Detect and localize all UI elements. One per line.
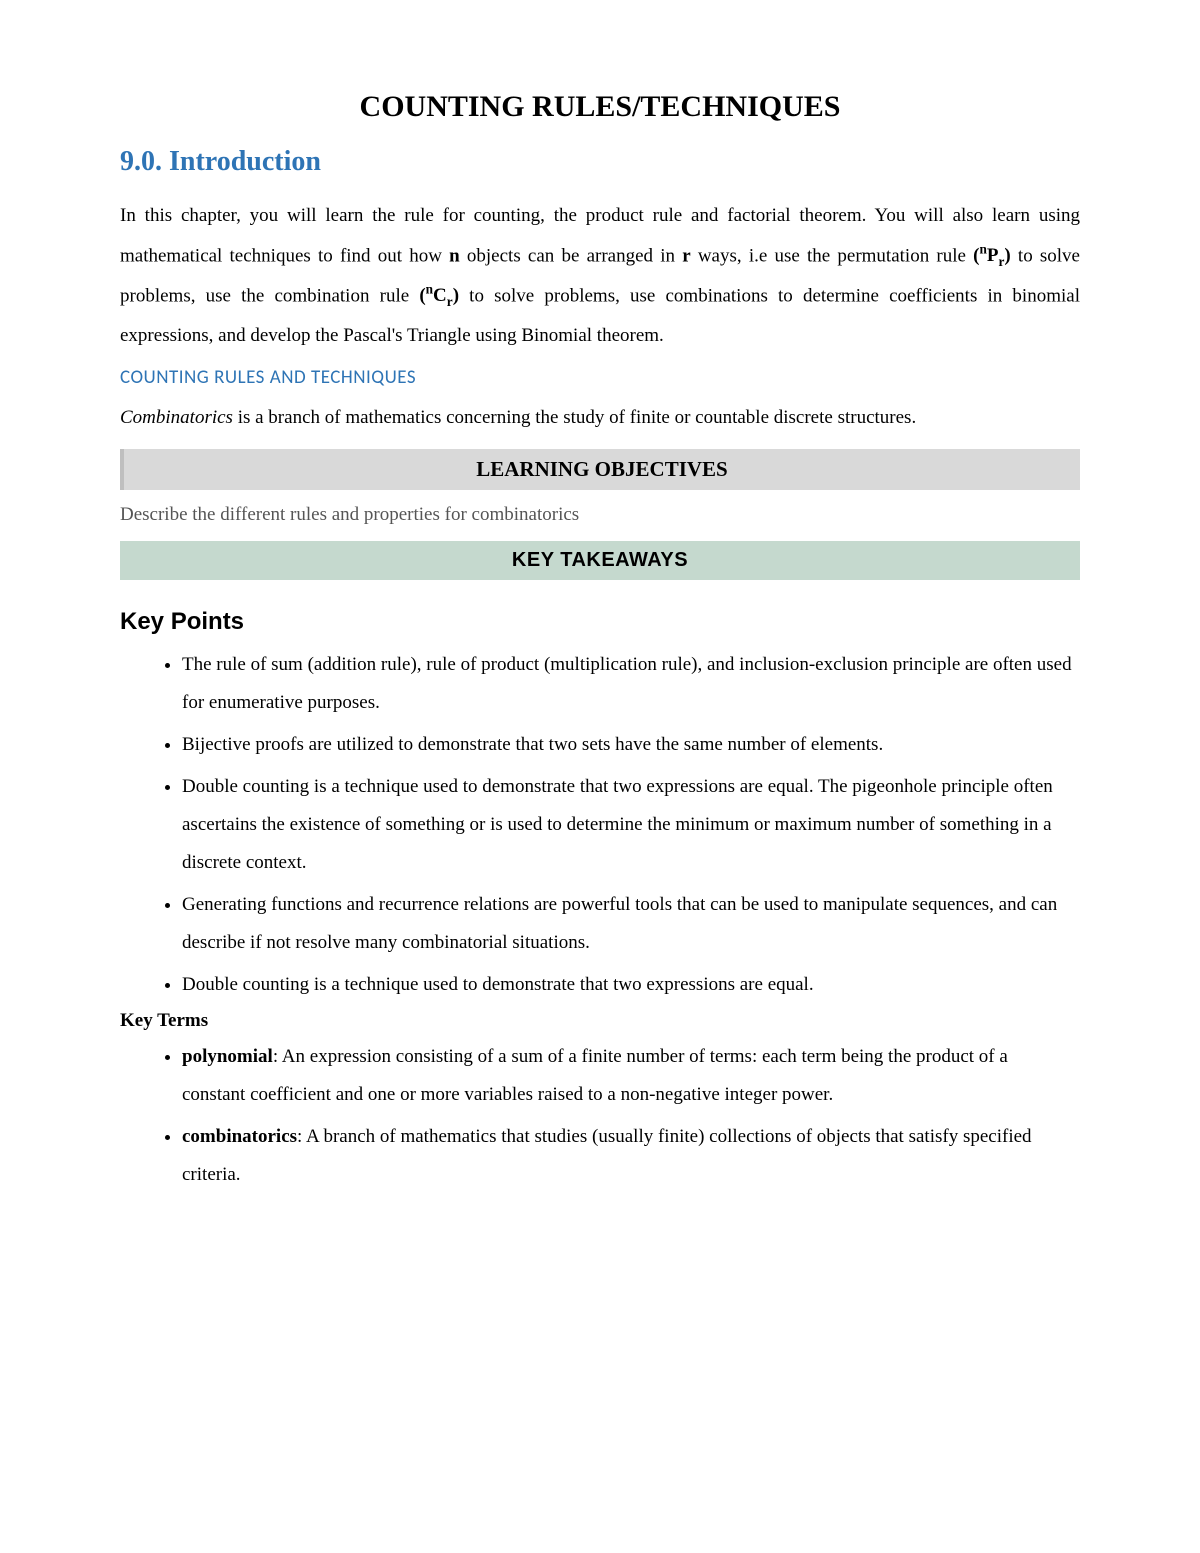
key-terms-title: Key Terms [120,1010,1080,1032]
page-title: COUNTING RULES/TECHNIQUES [120,90,1080,124]
definition-text: is a branch of mathematics concerning th… [233,407,916,428]
list-item: Bijective proofs are utilized to demonst… [182,726,1080,764]
subheading-counting-rules: COUNTING RULES AND TECHNIQUES [120,366,1080,389]
key-terms-list: polynomial: An expression consisting of … [120,1038,1080,1194]
list-item: Double counting is a technique used to d… [182,768,1080,882]
key-points-list: The rule of sum (addition rule), rule of… [120,646,1080,1004]
list-item: The rule of sum (addition rule), rule of… [182,646,1080,722]
combinatorics-definition: Combinatorics is a branch of mathematics… [120,399,1080,437]
key-takeaways-header: KEY TAKEAWAYS [120,541,1080,580]
term-combinatorics-italic: Combinatorics [120,407,233,428]
section-heading-introduction: 9.0. Introduction [120,146,1080,178]
term-name: combinatorics [182,1126,297,1147]
list-item: Double counting is a technique used to d… [182,966,1080,1004]
intro-paragraph: In this chapter, you will learn the rule… [120,196,1080,356]
learning-objectives-text: Describe the different rules and propert… [120,490,1080,540]
list-item: Generating functions and recurrence rela… [182,886,1080,962]
list-item: polynomial: An expression consisting of … [182,1038,1080,1114]
list-item: combinatorics: A branch of mathematics t… [182,1118,1080,1194]
learning-objectives-header: LEARNING OBJECTIVES [120,449,1080,490]
term-definition: : A branch of mathematics that studies (… [182,1126,1032,1185]
key-points-title: Key Points [120,608,1080,636]
term-definition: : An expression consisting of a sum of a… [182,1046,1008,1105]
term-name: polynomial [182,1046,273,1067]
